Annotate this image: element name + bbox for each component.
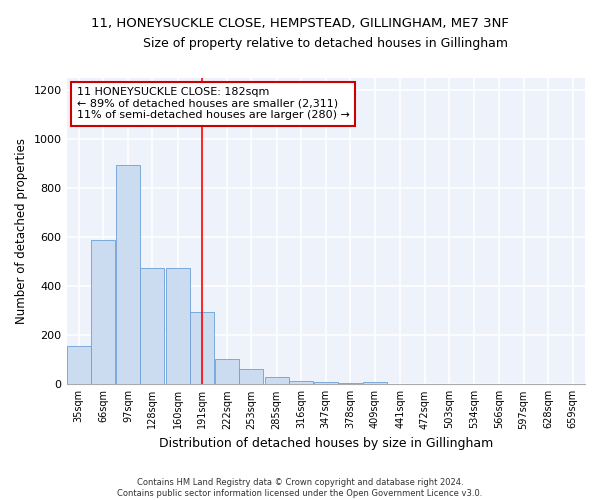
Bar [140, 268, 164, 384]
Bar [215, 358, 239, 384]
Bar [314, 382, 338, 384]
Bar [338, 382, 362, 384]
Bar [116, 165, 140, 384]
Title: Size of property relative to detached houses in Gillingham: Size of property relative to detached ho… [143, 38, 508, 51]
Text: Contains HM Land Registry data © Crown copyright and database right 2024.
Contai: Contains HM Land Registry data © Crown c… [118, 478, 482, 498]
Text: 11, HONEYSUCKLE CLOSE, HEMPSTEAD, GILLINGHAM, ME7 3NF: 11, HONEYSUCKLE CLOSE, HEMPSTEAD, GILLIN… [91, 18, 509, 30]
Bar [289, 380, 313, 384]
Bar [363, 382, 387, 384]
Bar [91, 240, 115, 384]
Text: 11 HONEYSUCKLE CLOSE: 182sqm
← 89% of detached houses are smaller (2,311)
11% of: 11 HONEYSUCKLE CLOSE: 182sqm ← 89% of de… [77, 87, 350, 120]
Bar [166, 268, 190, 384]
Bar [239, 369, 263, 384]
Bar [190, 312, 214, 384]
Bar [265, 378, 289, 384]
Y-axis label: Number of detached properties: Number of detached properties [15, 138, 28, 324]
X-axis label: Distribution of detached houses by size in Gillingham: Distribution of detached houses by size … [158, 437, 493, 450]
Bar [67, 346, 91, 385]
